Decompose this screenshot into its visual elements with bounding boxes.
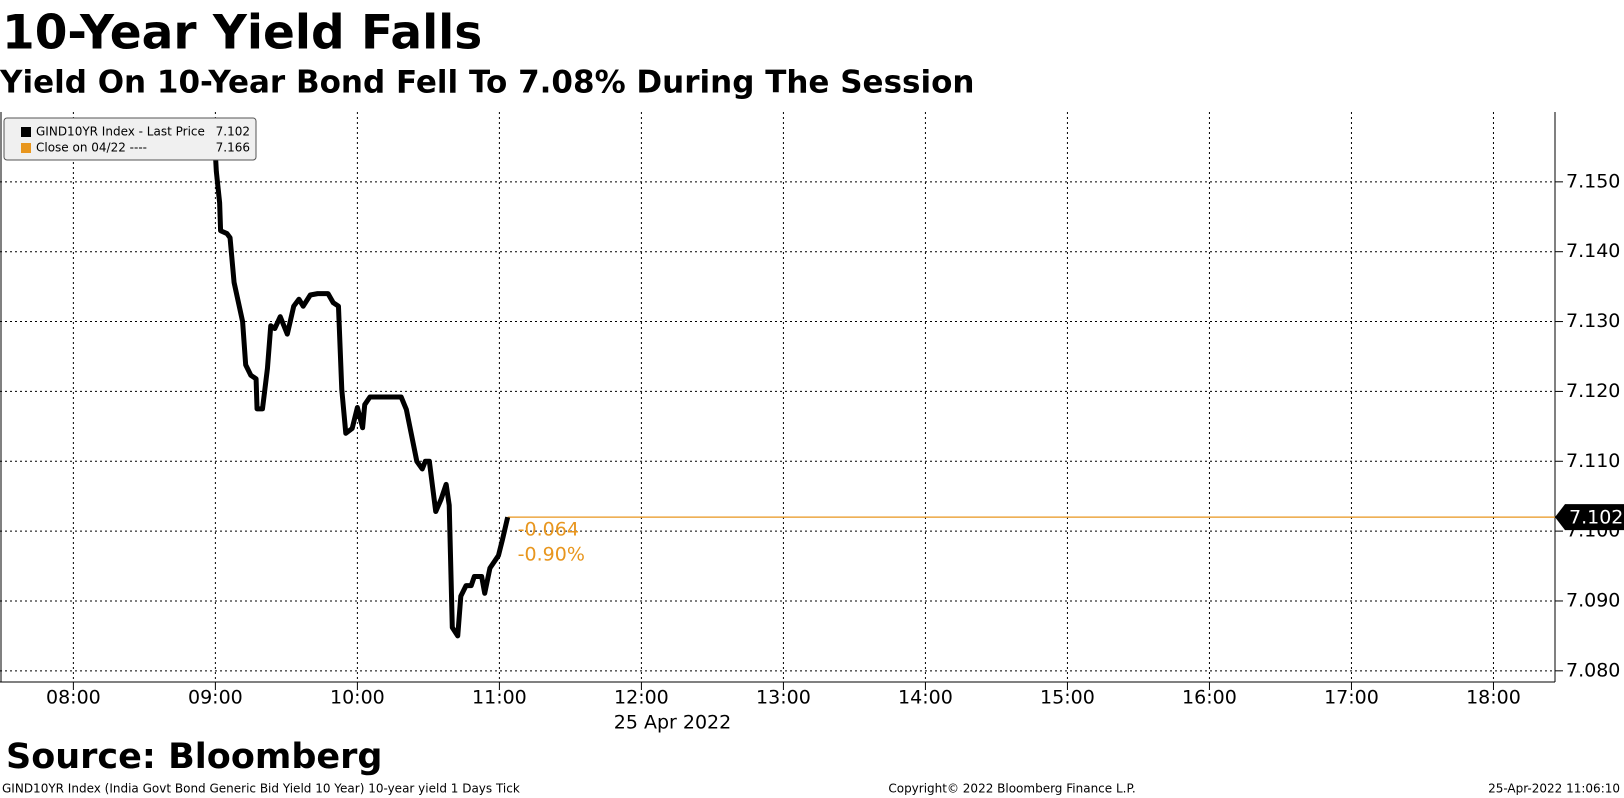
y-tick-label: 7.090	[1566, 589, 1620, 611]
legend-label: GIND10YR Index - Last Price	[36, 125, 205, 139]
annotation: -0.90%	[518, 544, 585, 566]
legend: GIND10YR Index - Last Price 7.102 Close on…	[3, 117, 257, 161]
x-tick-label: 08:00	[46, 687, 101, 709]
last-price-label: 7.102	[1569, 507, 1623, 529]
x-tick-label: 15:00	[1040, 687, 1095, 709]
source: Source: Bloomberg	[6, 737, 382, 777]
footer-center: Copyright© 2022 Bloomberg Finance L.P.	[888, 782, 1135, 796]
chart-title: 10-Year Yield Falls	[2, 6, 482, 61]
y-tick-label: 7.150	[1566, 170, 1620, 192]
footer-left: GIND10YR Index (India Govt Bond Generic …	[2, 782, 520, 796]
y-tick-label: 7.120	[1566, 380, 1620, 402]
y-tick-label: 7.130	[1566, 310, 1620, 332]
x-tick-label: 11:00	[472, 687, 527, 709]
y-tick-label: 7.080	[1566, 659, 1620, 681]
x-tick-label: 16:00	[1182, 687, 1237, 709]
y-tick-label: 7.140	[1566, 240, 1620, 262]
legend-value: 7.102	[216, 125, 250, 139]
x-tick-label: 18:00	[1466, 687, 1521, 709]
legend-value: 7.166	[216, 141, 250, 155]
legend-swatch	[21, 127, 31, 137]
footer-right: 25-Apr-2022 11:06:10	[1488, 782, 1620, 796]
x-tick-label: 14:00	[898, 687, 953, 709]
x-tick-label: 10:00	[330, 687, 385, 709]
chart-subtitle: Yield On 10-Year Bond Fell To 7.08% Duri…	[0, 65, 974, 101]
x-tick-label: 13:00	[756, 687, 811, 709]
last-price-tag	[1555, 504, 1624, 531]
x-tick-label: 09:00	[188, 687, 243, 709]
series-line	[212, 153, 511, 639]
x-tick-label: 17:00	[1324, 687, 1379, 709]
x-tick-label: 12:00	[614, 687, 669, 709]
y-tick-label: 7.110	[1566, 450, 1620, 472]
legend-swatch	[21, 143, 31, 153]
legend-box	[3, 117, 257, 161]
annotation: -0.064	[518, 519, 579, 541]
legend-label: Close on 04/22 ----	[36, 141, 147, 155]
x-axis-label: 25 Apr 2022	[614, 712, 731, 734]
